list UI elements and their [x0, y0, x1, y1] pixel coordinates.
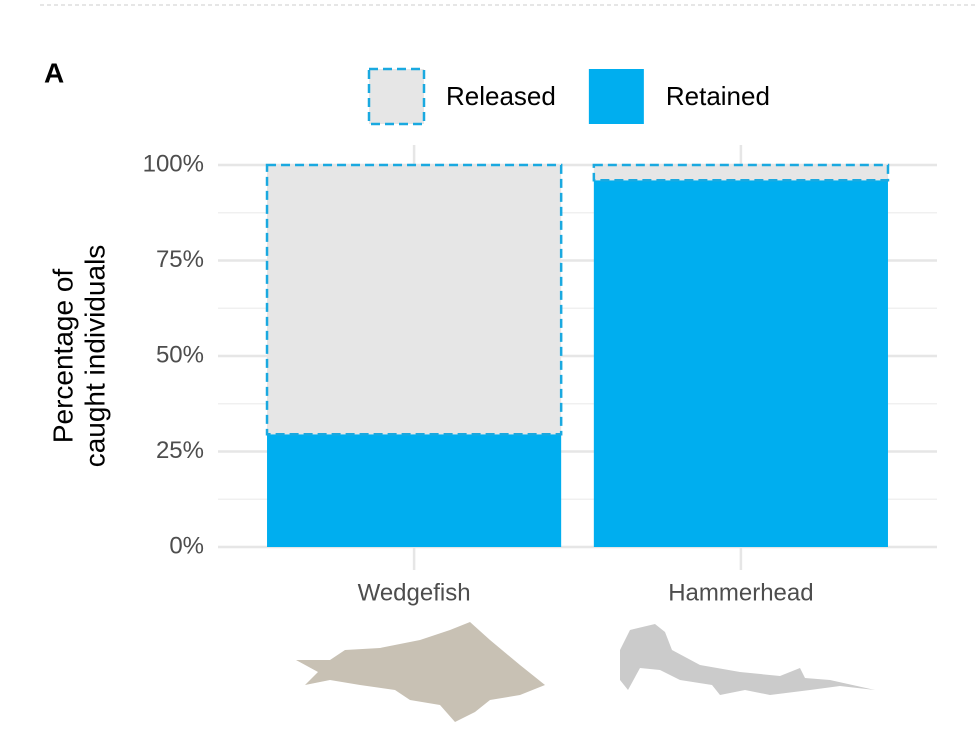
legend-key [367, 67, 426, 126]
legend-key [588, 69, 644, 124]
panel-label: A [44, 57, 64, 88]
y-tick-label: 25% [156, 437, 204, 464]
y-tick-label: 0% [169, 532, 204, 559]
y-axis-title-line: caught individuals [79, 245, 110, 468]
legend-label: Released [446, 81, 556, 111]
wedgefish-icon [296, 622, 545, 722]
bar-segment [267, 434, 562, 547]
legend-label: Retained [666, 81, 770, 111]
y-tick-label: 100% [143, 150, 204, 177]
y-tick-label: 50% [156, 341, 204, 368]
hammerhead-icon [620, 624, 875, 695]
x-tick-label: Wedgefish [358, 579, 471, 606]
bar-segment [592, 163, 890, 182]
bar-segment [265, 163, 563, 436]
y-tick-label: 75% [156, 246, 204, 273]
bar-segment [593, 180, 888, 547]
y-axis-title: Percentage of caught individuals [47, 245, 110, 468]
x-tick-label: Hammerhead [668, 579, 813, 606]
y-axis-title-line: Percentage of [47, 269, 78, 444]
plot-area: 0% 25% 50% 75% 100% Wedgefish Hammerhead [143, 145, 937, 606]
